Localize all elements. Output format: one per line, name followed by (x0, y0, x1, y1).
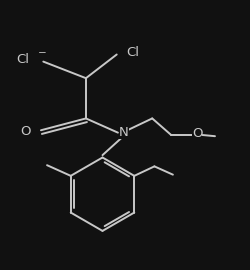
Text: N: N (119, 126, 129, 139)
Text: −: − (38, 48, 46, 58)
Text: O: O (20, 125, 30, 138)
Text: O: O (192, 127, 202, 140)
Text: Cl: Cl (16, 53, 29, 66)
Text: Cl: Cl (126, 46, 139, 59)
